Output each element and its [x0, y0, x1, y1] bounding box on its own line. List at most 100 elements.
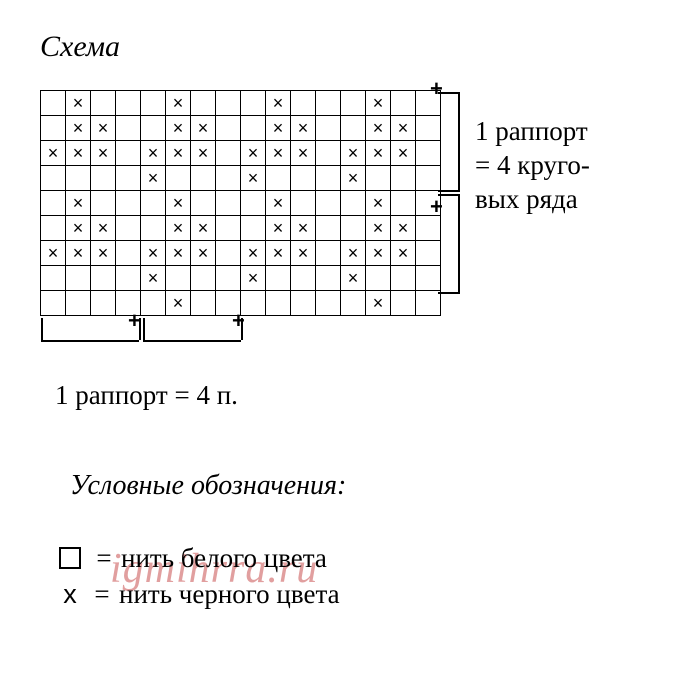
chart-cell	[41, 266, 66, 291]
chart-cell	[416, 116, 441, 141]
chart-cell	[216, 216, 241, 241]
chart-cell	[66, 166, 91, 191]
chart-cell: ×	[166, 191, 191, 216]
chart-cell	[341, 91, 366, 116]
chart-cell: ×	[241, 166, 266, 191]
chart-cell	[216, 166, 241, 191]
chart-cell	[116, 116, 141, 141]
chart-cell: ×	[66, 116, 91, 141]
chart-cell	[116, 141, 141, 166]
legend-black-text: нить черного цвета	[119, 576, 340, 612]
chart-cell: ×	[166, 241, 191, 266]
row-repeat-line2: = 4 круго-	[475, 149, 590, 183]
chart-cell: ×	[366, 241, 391, 266]
row-repeat-label: 1 раппорт = 4 круго- вых ряда	[475, 115, 590, 216]
empty-square-icon	[59, 547, 81, 569]
chart-cell: ×	[166, 141, 191, 166]
chart-cell	[91, 291, 116, 316]
bracket-line	[41, 340, 139, 342]
bracket-line	[438, 292, 460, 294]
chart-cell: ×	[66, 141, 91, 166]
chart-cell: ×	[366, 141, 391, 166]
chart-cell: ×	[166, 116, 191, 141]
chart-cell	[416, 241, 441, 266]
chart-cell: ×	[291, 141, 316, 166]
chart-cell	[291, 266, 316, 291]
chart-cell	[141, 91, 166, 116]
chart-cell	[266, 266, 291, 291]
chart-cell	[116, 191, 141, 216]
chart-cell: ×	[266, 216, 291, 241]
chart-cell: ×	[341, 166, 366, 191]
chart-cell	[41, 166, 66, 191]
chart-cell	[216, 266, 241, 291]
chart-cell	[366, 166, 391, 191]
chart-cell	[241, 216, 266, 241]
chart-cell: ×	[91, 216, 116, 241]
bracket-plus: +	[430, 196, 443, 218]
chart-cell: ×	[391, 116, 416, 141]
chart-cell	[116, 91, 141, 116]
knitting-chart-grid: ××××××××××××××××××××××××××××××××××××××××…	[40, 90, 441, 316]
bracket-line	[438, 92, 460, 94]
chart-cell: ×	[91, 116, 116, 141]
chart-cell	[191, 166, 216, 191]
legend-title: Условные обозначения:	[70, 470, 346, 502]
chart-cell	[141, 116, 166, 141]
legend: = нить белого цвета х = нить черного цве…	[55, 540, 340, 613]
chart-cell: ×	[291, 216, 316, 241]
chart-cell: ×	[366, 191, 391, 216]
chart-cell: ×	[341, 266, 366, 291]
chart-cell	[266, 291, 291, 316]
chart-cell	[41, 116, 66, 141]
chart-cell	[141, 191, 166, 216]
chart-cell: ×	[241, 241, 266, 266]
chart-cell: ×	[366, 291, 391, 316]
chart-cell: ×	[391, 216, 416, 241]
chart-cell: ×	[266, 91, 291, 116]
chart-cell	[316, 166, 341, 191]
chart-cell: ×	[241, 266, 266, 291]
chart-cell	[241, 191, 266, 216]
legend-row-white: = нить белого цвета	[55, 540, 340, 576]
chart-cell: ×	[141, 266, 166, 291]
chart-cell	[341, 191, 366, 216]
chart-cell: ×	[266, 141, 291, 166]
chart-cell	[141, 216, 166, 241]
chart-cell: ×	[41, 241, 66, 266]
chart-cell	[416, 266, 441, 291]
chart-cell	[391, 266, 416, 291]
legend-row-black: х = нить черного цвета	[55, 576, 340, 612]
chart-cell	[316, 116, 341, 141]
legend-equals: =	[87, 540, 121, 576]
legend-equals: =	[85, 576, 119, 612]
chart-cell	[166, 266, 191, 291]
chart-cell: ×	[366, 116, 391, 141]
chart-cell	[41, 291, 66, 316]
chart-cell: ×	[66, 191, 91, 216]
chart-cell	[416, 216, 441, 241]
chart-cell	[41, 216, 66, 241]
chart-cell	[216, 141, 241, 166]
chart-cell	[291, 166, 316, 191]
chart-cell	[216, 116, 241, 141]
chart-cell	[191, 191, 216, 216]
chart-cell	[116, 216, 141, 241]
bracket-line	[41, 318, 43, 340]
chart-cell	[416, 141, 441, 166]
chart-cell	[216, 241, 241, 266]
bracket-plus: +	[430, 78, 443, 100]
chart-cell: ×	[66, 91, 91, 116]
chart-cell: ×	[366, 216, 391, 241]
chart-cell	[391, 91, 416, 116]
chart-cell: ×	[191, 241, 216, 266]
chart-cell: ×	[341, 241, 366, 266]
chart-cell	[66, 266, 91, 291]
chart-cell	[341, 116, 366, 141]
chart-cell	[391, 191, 416, 216]
chart-cell	[316, 291, 341, 316]
legend-white-text: нить белого цвета	[121, 540, 327, 576]
chart-cell	[416, 291, 441, 316]
chart-cell	[316, 141, 341, 166]
bracket-line	[143, 340, 241, 342]
